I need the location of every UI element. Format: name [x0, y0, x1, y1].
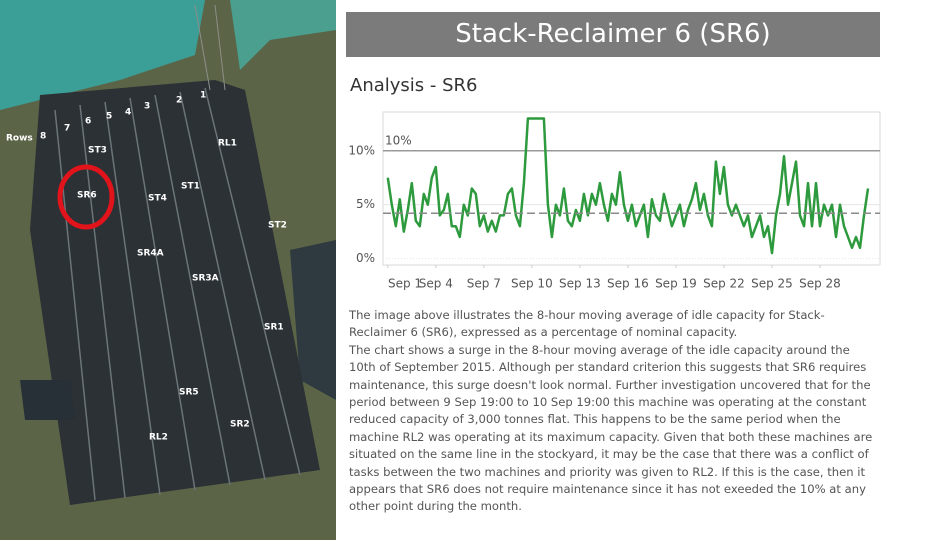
x-tick-label: Sep 4 [419, 277, 453, 291]
map-label: Rows [6, 134, 33, 144]
sea [0, 0, 205, 110]
map-label: 3 [144, 102, 150, 112]
map-label: 1 [200, 91, 206, 101]
map-label: 6 [85, 117, 91, 127]
reference-label: 10% [385, 133, 412, 147]
x-tick-label: Sep 13 [559, 277, 601, 291]
map-label: RL2 [149, 433, 168, 443]
plot-frame [382, 111, 881, 266]
x-tick-label: Sep 25 [751, 277, 793, 291]
map-label: SR4A [137, 249, 164, 259]
map-label: SR2 [230, 420, 250, 430]
map-label: ST1 [181, 182, 200, 192]
x-tick-label: Sep 1 [388, 277, 422, 291]
x-tick-label: Sep 16 [607, 277, 649, 291]
map-label: ST4 [148, 194, 167, 204]
paragraph: The image above illustrates the 8-hour m… [349, 308, 825, 340]
map-label: ST3 [88, 146, 107, 156]
pond [20, 380, 75, 420]
aerial-map: Rows 8 7 6 5 4 3 2 1 ST3 RL1 SR6 ST1 ST4… [0, 0, 336, 540]
map-label: RL1 [218, 139, 237, 149]
chart-title: Analysis - SR6 [350, 75, 478, 96]
description: The image above illustrates the 8-hour m… [349, 307, 877, 516]
header-title: Stack-Reclaimer 6 (SR6) [346, 12, 880, 57]
x-tick-label: Sep 28 [799, 277, 841, 291]
sea [230, 0, 336, 70]
x-tick-label: Sep 19 [655, 277, 697, 291]
y-tick-label: 5% [356, 197, 375, 211]
map-label: 7 [64, 124, 70, 134]
map-label: SR5 [179, 388, 199, 398]
y-tick-label: 10% [348, 143, 375, 157]
conveyors [194, 4, 226, 91]
sr6-highlight [57, 164, 115, 230]
map-label: 2 [176, 96, 182, 106]
x-tick-label: Sep 10 [511, 277, 553, 291]
y-tick-label: 0% [356, 251, 375, 265]
water [290, 240, 336, 400]
stockpile-rows [54, 87, 301, 501]
map-label: 5 [106, 112, 112, 122]
map-label: 8 [40, 132, 46, 142]
paragraph: The chart shows a surge in the 8-hour mo… [349, 342, 873, 514]
x-tick-label: Sep 7 [467, 277, 501, 291]
map-label: SR3A [192, 274, 219, 284]
line-series [386, 117, 870, 255]
map-label: SR1 [264, 323, 284, 333]
x-tick-label: Sep 22 [703, 277, 745, 291]
map-label: 4 [125, 108, 131, 118]
map-label: SR6 [77, 191, 97, 201]
map-label: ST2 [268, 221, 287, 231]
